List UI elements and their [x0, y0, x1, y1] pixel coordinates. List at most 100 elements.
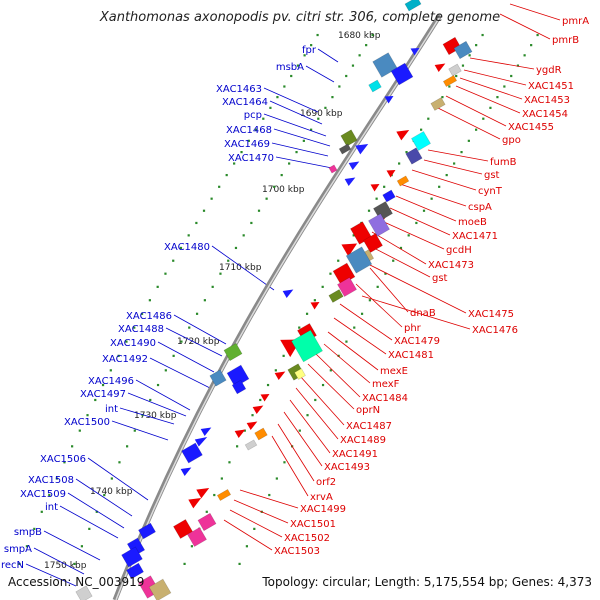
gene-labels: fpr msbA XAC1463 XAC1464 pcp XAC1468 XAC1469 XA… [1, 16, 589, 571]
gene-arrow [348, 161, 360, 170]
leader-line [67, 492, 125, 529]
gene-feature [368, 79, 382, 93]
leader-line [173, 314, 227, 345]
gene-label-right: XAC1484 [362, 393, 408, 404]
leader-line [295, 387, 339, 440]
gene-feature [197, 512, 217, 532]
gene-label-right: XAC1455 [508, 122, 554, 133]
gene-feature [338, 143, 352, 155]
leader-line [423, 159, 483, 175]
tick-dot [420, 128, 423, 131]
leader-line [33, 547, 85, 575]
tick-dot [253, 527, 256, 530]
tick-dot [351, 64, 355, 67]
tick-dot [375, 197, 378, 200]
label-leader-lines [25, 3, 561, 587]
tick-dot [461, 64, 465, 67]
leader-line [395, 195, 457, 222]
tick-dot [376, 285, 379, 288]
tick-dot [283, 461, 286, 464]
gene-label-right: XAC1475 [468, 309, 514, 320]
tick-dot [438, 185, 441, 188]
gene-feature [291, 329, 323, 363]
genome-summary: Topology: circular; Length: 5,175,554 bp… [262, 575, 592, 589]
gene-feature [363, 233, 383, 253]
tick-dot [482, 117, 485, 120]
gene-label-left: XAC1496 [88, 376, 134, 387]
tick-dot [63, 461, 66, 464]
tick-dot [368, 299, 371, 302]
genome-backbone-highlight [115, 14, 442, 600]
leader-line [75, 478, 133, 517]
leader-line [211, 245, 275, 291]
gene-arrow [355, 144, 369, 155]
tick-dot [156, 383, 160, 387]
leader-line [269, 100, 323, 125]
leader-line [223, 519, 273, 551]
leader-line [263, 87, 319, 113]
scale-label: 1730 kbp [134, 411, 177, 421]
leader-line [459, 77, 523, 100]
tick-dot [280, 173, 283, 177]
leader-line [361, 295, 471, 330]
gene-label-right: oprN [356, 405, 380, 416]
gene-arrow [274, 371, 286, 380]
tick-dot [306, 414, 309, 417]
gene-label-left: pcp [244, 110, 262, 121]
gene-feature [337, 277, 357, 297]
tick-dot [313, 299, 316, 302]
scale-label: 1740 kbp [90, 487, 133, 497]
gene-label-right: XAC1451 [528, 81, 574, 92]
tick-dot [337, 259, 340, 262]
tick-dot [149, 398, 152, 402]
tick-dot [236, 445, 239, 448]
gene-features [75, 0, 473, 600]
tick-dot [195, 312, 199, 315]
gene-feature [173, 519, 193, 539]
tick-dot [298, 429, 301, 432]
tick-dot [118, 461, 121, 464]
gene-label-right: XAC1493 [324, 462, 370, 473]
tick-dots [18, 33, 539, 565]
tick-dot [94, 398, 97, 402]
tick-dot [358, 54, 361, 57]
gene-label-right: XAC1476 [472, 325, 518, 336]
tick-dot [88, 527, 91, 530]
tick-dot [211, 285, 214, 288]
tick-dot [345, 340, 348, 343]
gene-label-right: gst [432, 273, 448, 284]
tick-dot [510, 74, 513, 78]
gene-label-right: phr [404, 323, 422, 334]
gene-label-left: XAC1497 [80, 389, 126, 400]
gene-feature [382, 189, 396, 203]
tick-dot [360, 312, 364, 315]
gene-arrow [260, 394, 270, 402]
gene-label-right: mexE [380, 366, 408, 377]
leader-line [149, 357, 211, 389]
gene-label-left: XAC1490 [110, 338, 156, 349]
gene-label-left: XAC1463 [216, 84, 262, 95]
tick-dot [481, 33, 484, 37]
tick-dot [210, 197, 213, 200]
leader-line [135, 379, 191, 411]
gene-arrow [200, 427, 212, 436]
tick-dot [345, 74, 348, 78]
leader-line [445, 95, 507, 127]
gene-arrow [386, 170, 396, 178]
leader-line [111, 420, 169, 441]
leader-line [275, 156, 333, 169]
gene-arrow [310, 302, 320, 310]
gene-label-right: cspA [468, 202, 492, 213]
tick-dot [455, 74, 458, 78]
tick-dot [398, 162, 401, 165]
tick-dot [251, 414, 254, 417]
gene-label-left: XAC1468 [226, 125, 272, 136]
tick-dot [133, 326, 136, 329]
gene-label-right: cynT [478, 186, 503, 197]
gene-feature [126, 562, 144, 580]
tick-dot [427, 117, 430, 120]
tick-dot [305, 312, 309, 315]
tick-dot [276, 96, 279, 99]
scale-label: 1750 kbp [44, 561, 87, 571]
gene-label-right: XAC1499 [300, 504, 346, 515]
